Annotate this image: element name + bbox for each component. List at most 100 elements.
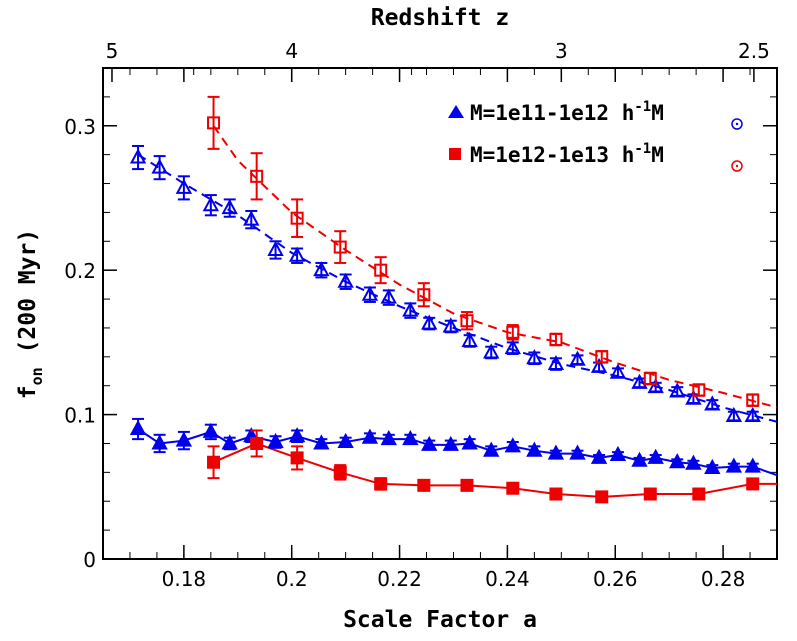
data-point-triangle bbox=[129, 148, 147, 164]
y-tick-label: 0.3 bbox=[64, 115, 96, 139]
data-point-square bbox=[417, 478, 431, 492]
data-point-square bbox=[692, 383, 706, 397]
data-point-triangle bbox=[361, 285, 379, 301]
data-point-triangle bbox=[175, 431, 193, 447]
sun-symbol-icon bbox=[731, 160, 743, 172]
data-point-triangle bbox=[221, 198, 238, 215]
data-point-square bbox=[506, 481, 520, 495]
data-point-triangle bbox=[647, 378, 664, 394]
data-point-triangle bbox=[151, 158, 168, 174]
data-point-square bbox=[374, 477, 388, 491]
data-point-triangle bbox=[313, 434, 330, 450]
data-point-triangle bbox=[504, 339, 521, 355]
sun-symbol-icon bbox=[731, 118, 743, 130]
y-axis-label: fon (200 Myr) bbox=[15, 229, 46, 399]
svg-text:M=1e11-1e12 h-1M: M=1e11-1e12 h-1M bbox=[470, 99, 664, 125]
legend-triangle-icon bbox=[448, 105, 464, 118]
data-point-square bbox=[417, 288, 431, 302]
x-tick-label: 0.18 bbox=[162, 567, 207, 591]
data-point-triangle bbox=[547, 354, 565, 371]
series-line bbox=[137, 153, 777, 423]
data-point-triangle bbox=[202, 196, 220, 212]
data-point-square bbox=[549, 332, 563, 346]
y-tick-label: 0.2 bbox=[64, 259, 96, 283]
x-axis-label: Scale Factor a bbox=[343, 607, 537, 633]
data-point-triangle bbox=[313, 261, 330, 277]
svg-text:M=1e12-1e13 h-1M: M=1e12-1e13 h-1M bbox=[470, 141, 664, 167]
data-point-triangle bbox=[288, 246, 306, 262]
legend-entry: M=1e12-1e13 h-1M bbox=[449, 141, 743, 172]
x-tick-label: 0.28 bbox=[701, 567, 746, 591]
x-tick-label: 0.22 bbox=[377, 567, 422, 591]
data-point-triangle bbox=[744, 406, 761, 423]
data-point-square bbox=[460, 314, 474, 328]
data-point-square bbox=[333, 465, 347, 479]
z-tick-label: 5 bbox=[106, 39, 119, 63]
data-point-triangle bbox=[402, 301, 419, 317]
data-point-triangle bbox=[202, 422, 220, 438]
data-marks bbox=[129, 95, 761, 504]
data-point-square bbox=[333, 240, 347, 254]
data-point-triangle bbox=[704, 395, 721, 411]
data-point-triangle bbox=[569, 350, 586, 366]
data-point-triangle bbox=[151, 434, 168, 450]
data-point-square bbox=[207, 116, 221, 130]
data-point-triangle bbox=[590, 357, 608, 373]
z-tick-label: 4 bbox=[285, 39, 298, 63]
data-point-triangle bbox=[504, 437, 521, 453]
fit-lines bbox=[137, 125, 777, 498]
data-point-triangle bbox=[483, 343, 500, 359]
data-point-triangle bbox=[267, 432, 284, 449]
data-point-triangle bbox=[547, 444, 565, 460]
data-point-triangle bbox=[609, 363, 627, 379]
data-point-square bbox=[506, 325, 520, 339]
data-point-triangle bbox=[609, 445, 627, 462]
x2-axis-label: Redshift z bbox=[371, 5, 509, 31]
series-line bbox=[212, 125, 777, 409]
z-tick-label: 3 bbox=[555, 39, 568, 63]
data-point-square bbox=[643, 371, 657, 385]
data-point-square bbox=[290, 211, 304, 225]
data-point-triangle bbox=[175, 178, 193, 194]
data-point-triangle bbox=[744, 457, 761, 473]
data-point-square bbox=[595, 350, 609, 364]
data-point-square bbox=[549, 487, 563, 501]
data-point-triangle bbox=[526, 441, 543, 457]
data-point-square bbox=[250, 436, 264, 450]
data-point-triangle bbox=[442, 317, 459, 333]
data-point-triangle bbox=[647, 448, 664, 464]
y-tick-label: 0 bbox=[83, 548, 96, 572]
data-point-triangle bbox=[421, 314, 438, 330]
data-point-triangle bbox=[442, 435, 459, 451]
legend: M=1e11-1e12 h-1M M=1e12-1e13 h-1M bbox=[448, 99, 743, 172]
data-point-triangle bbox=[461, 434, 478, 450]
data-point-triangle bbox=[288, 427, 306, 443]
data-point-triangle bbox=[243, 210, 260, 226]
data-point-triangle bbox=[669, 453, 686, 469]
data-point-triangle bbox=[221, 434, 238, 450]
legend-entry: M=1e11-1e12 h-1M bbox=[448, 99, 743, 130]
data-point-square bbox=[290, 451, 304, 465]
data-point-triangle bbox=[569, 444, 586, 460]
data-point-triangle bbox=[725, 457, 743, 473]
data-point-triangle bbox=[725, 406, 743, 423]
data-point-triangle bbox=[590, 448, 608, 464]
data-point-triangle bbox=[337, 432, 354, 449]
data-point-triangle bbox=[461, 331, 478, 347]
data-point-square bbox=[746, 393, 760, 407]
y-tick-label: 0.1 bbox=[64, 404, 96, 428]
x-tick-label: 0.24 bbox=[485, 567, 530, 591]
data-point-square bbox=[746, 477, 760, 491]
data-point-square bbox=[643, 487, 657, 501]
data-point-triangle bbox=[337, 272, 354, 288]
data-point-square bbox=[595, 490, 609, 504]
data-point-triangle bbox=[267, 240, 284, 256]
data-point-triangle bbox=[421, 435, 438, 451]
axis-ticks: 0.18 0.2 0.22 0.24 0.26 0.28 0 0.1 0.2 0.3 5 4 3 2.5 bbox=[64, 39, 778, 591]
data-point-triangle bbox=[129, 419, 147, 436]
data-point-triangle bbox=[483, 441, 500, 457]
data-point-square bbox=[250, 169, 264, 183]
series-line bbox=[137, 428, 777, 477]
data-point-square bbox=[460, 478, 474, 492]
